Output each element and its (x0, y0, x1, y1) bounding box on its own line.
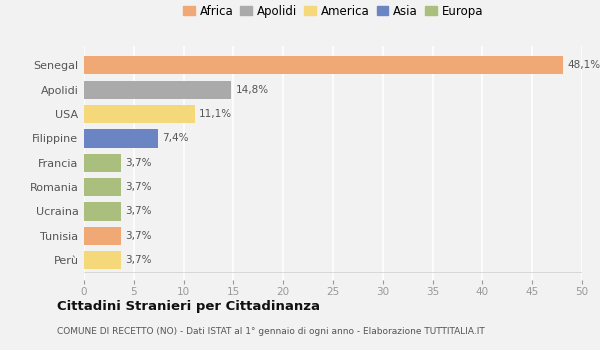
Legend: Africa, Apolidi, America, Asia, Europa: Africa, Apolidi, America, Asia, Europa (178, 0, 488, 22)
Bar (84, 56, 563, 75)
Text: 3,7%: 3,7% (125, 158, 151, 168)
Bar (84, 105, 194, 123)
Text: COMUNE DI RECETTO (NO) - Dati ISTAT al 1° gennaio di ogni anno - Elaborazione TU: COMUNE DI RECETTO (NO) - Dati ISTAT al 1… (57, 327, 485, 336)
Text: 14,8%: 14,8% (235, 85, 269, 95)
Text: 11,1%: 11,1% (199, 109, 232, 119)
Text: 48,1%: 48,1% (567, 60, 600, 70)
Bar (84, 178, 121, 196)
Bar (84, 80, 232, 99)
Bar (84, 251, 121, 270)
Text: 3,7%: 3,7% (125, 206, 151, 217)
Text: 3,7%: 3,7% (125, 182, 151, 192)
Text: 3,7%: 3,7% (125, 255, 151, 265)
Bar (84, 129, 158, 147)
Bar (84, 154, 121, 172)
Text: 7,4%: 7,4% (161, 133, 188, 143)
Text: 3,7%: 3,7% (125, 231, 151, 241)
Text: Cittadini Stranieri per Cittadinanza: Cittadini Stranieri per Cittadinanza (57, 300, 320, 313)
Bar (84, 202, 121, 220)
Bar (84, 227, 121, 245)
